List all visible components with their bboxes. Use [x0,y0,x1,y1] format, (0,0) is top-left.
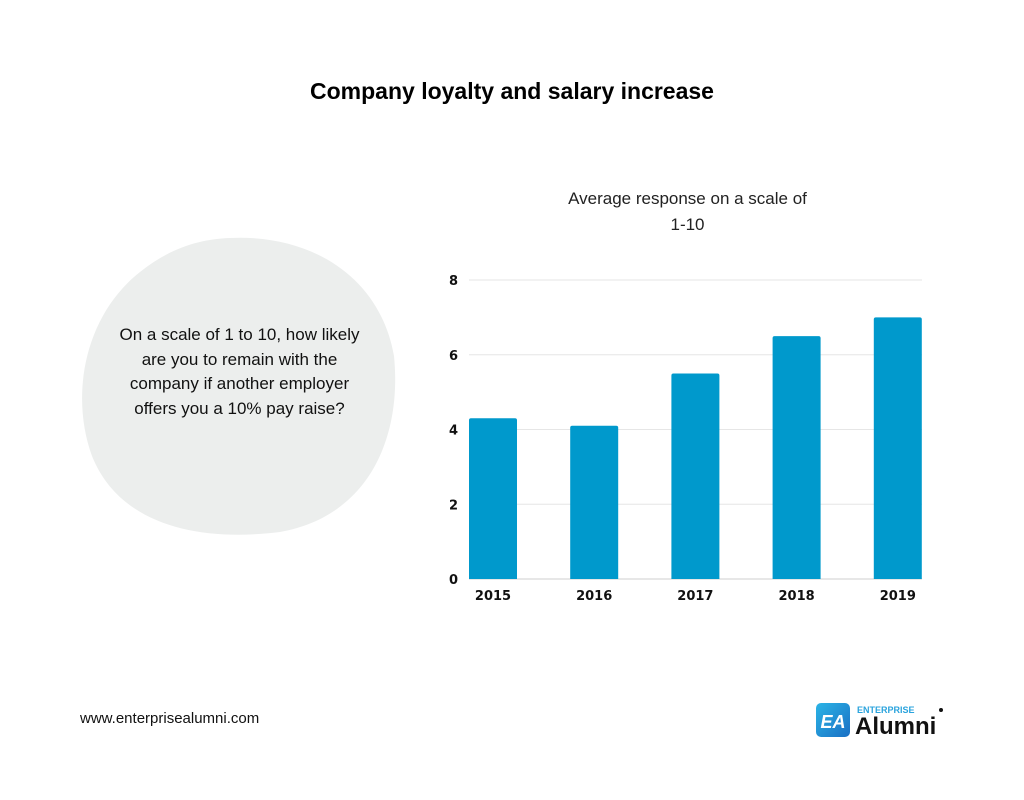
bar-2019 [873,317,922,579]
footer-url[interactable]: www.enterprisealumni.com [80,710,260,727]
bar-chart: 0 2 4 6 8 2015 2016 2017 2018 2019 [449,274,922,604]
bar-2016 [570,425,619,579]
x-tick-label: 2015 [475,589,511,604]
y-tick-label: 6 [449,349,458,364]
svg-text:ENTERPRISE: ENTERPRISE [857,705,915,715]
x-tick-label: 2016 [576,589,612,604]
y-tick-label: 4 [449,424,458,439]
y-tick-label: 2 [449,498,458,513]
question-blob [82,237,396,535]
survey-question: On a scale of 1 to 10, how likely are yo… [119,325,360,418]
y-tick-label: 8 [449,274,458,289]
y-tick-label: 0 [449,573,458,588]
bar-2018 [772,336,821,579]
x-tick-label: 2017 [677,589,713,604]
svg-text:Alumni: Alumni [855,713,936,740]
x-tick-label: 2019 [880,589,916,604]
enterprise-alumni-logo: EA ENTERPRISE Alumni [816,703,943,740]
svg-text:EA: EA [820,712,845,732]
page-title: Company loyalty and salary increase [310,78,714,104]
x-tick-label: 2018 [779,589,815,604]
chart-title: Average response on a scale of 1-10 [568,189,807,234]
bar-2015 [469,418,517,579]
bar-2017 [671,373,720,579]
